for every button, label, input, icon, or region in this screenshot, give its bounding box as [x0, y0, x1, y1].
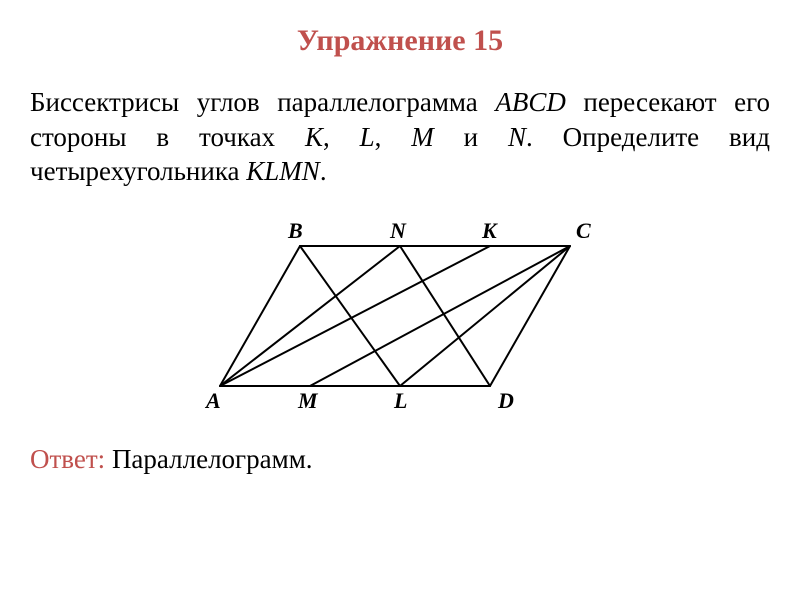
- problem-seg-3: K: [305, 122, 323, 152]
- diagram-container: A B C D N K M L: [30, 216, 770, 416]
- answer-text: Параллелограмм.: [112, 444, 313, 474]
- point-label-D: D: [497, 388, 514, 413]
- edge-C-L: [400, 246, 570, 386]
- problem-seg-4: ,: [323, 122, 360, 152]
- point-label-B: B: [287, 218, 303, 243]
- problem-seg-6: ,: [375, 122, 412, 152]
- problem-seg-5: L: [360, 122, 375, 152]
- edge-D-N: [400, 246, 490, 386]
- problem-seg-7: M: [411, 122, 434, 152]
- edge-A-N: [220, 246, 400, 386]
- problem-seg-0: Биссектрисы углов параллелограмма: [30, 87, 495, 117]
- problem-seg-1: ABCD: [495, 87, 566, 117]
- point-label-C: C: [576, 218, 591, 243]
- point-label-A: A: [204, 388, 221, 413]
- parallelogram-diagram: A B C D N K M L: [190, 216, 610, 416]
- answer-line: Ответ: Параллелограмм.: [30, 444, 770, 475]
- problem-seg-8: и: [434, 122, 508, 152]
- problem-seg-11: KLMN: [246, 156, 320, 186]
- problem-seg-12: .: [320, 156, 327, 186]
- problem-seg-9: N: [508, 122, 526, 152]
- point-label-M: M: [297, 388, 319, 413]
- point-label-K: K: [481, 218, 498, 243]
- point-label-L: L: [393, 388, 407, 413]
- point-label-N: N: [389, 218, 407, 243]
- exercise-title: Упражнение 15: [30, 24, 770, 58]
- problem-text: Биссектрисы углов параллелограмма ABCD п…: [30, 85, 770, 189]
- answer-label: Ответ:: [30, 444, 112, 474]
